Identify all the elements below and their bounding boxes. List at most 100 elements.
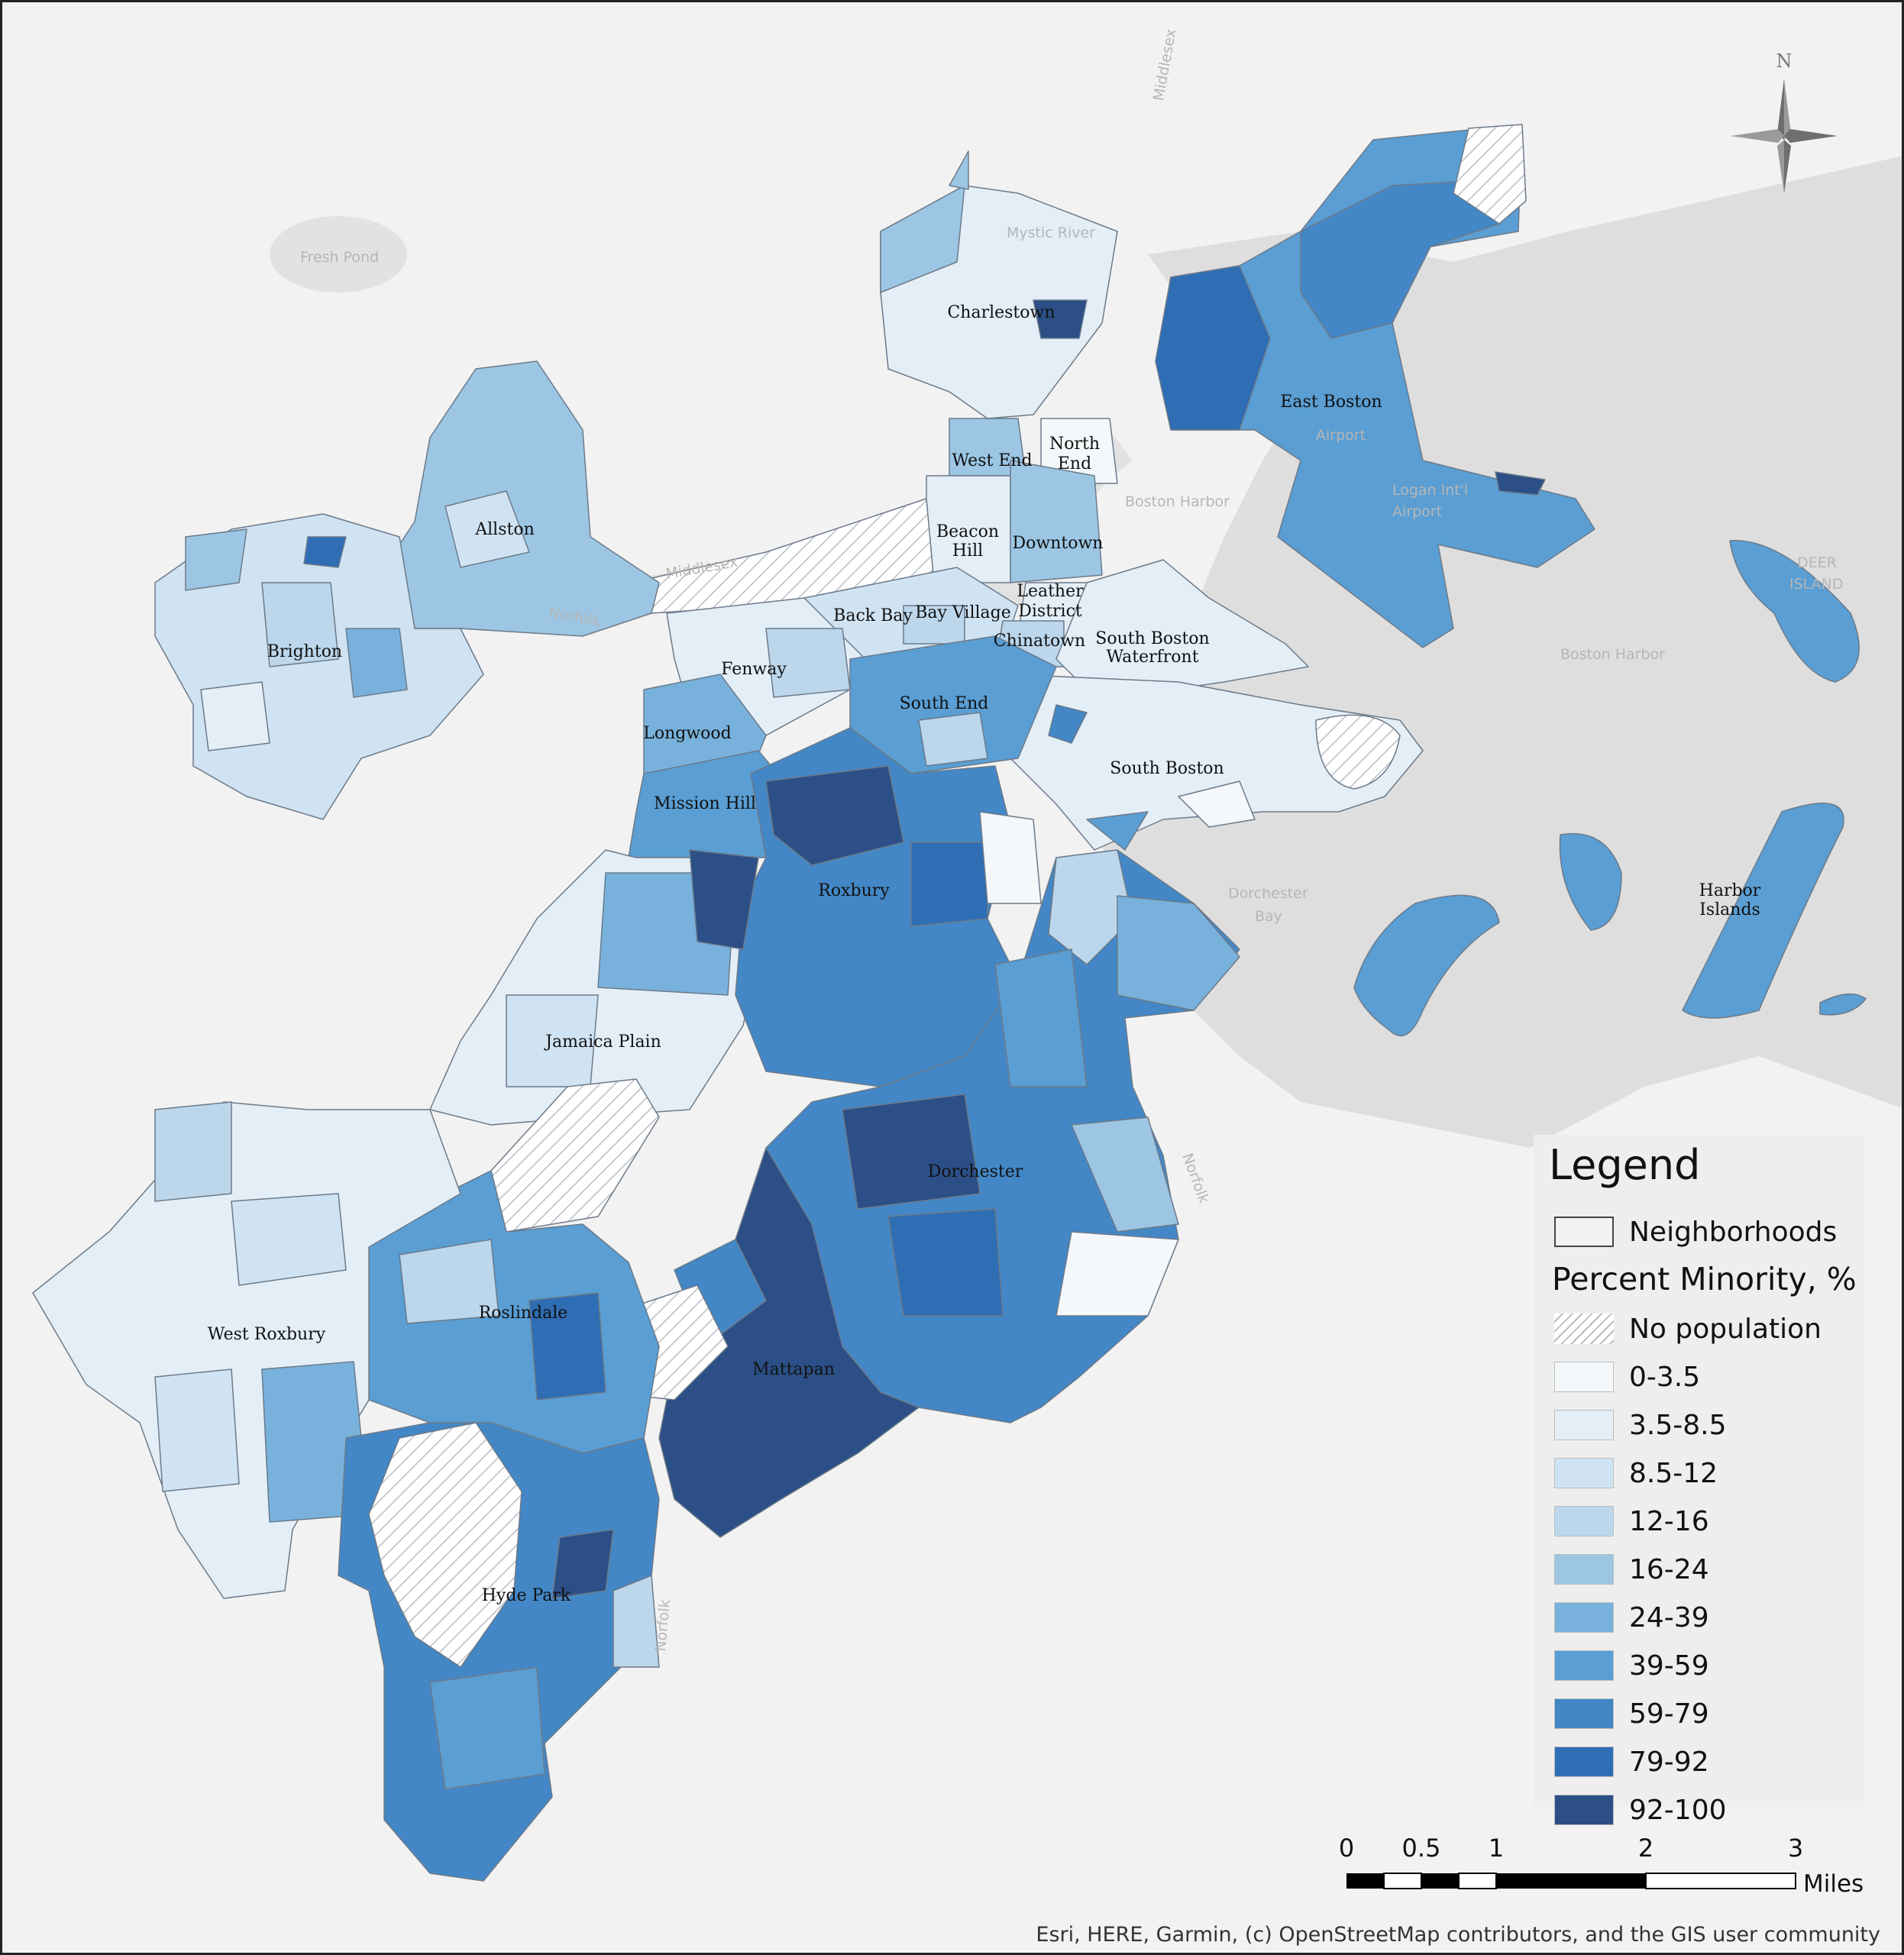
label-harbor-islands-2: Islands [1699,900,1760,919]
basemap-label-dorchester-bay-2: Bay [1255,908,1282,925]
legend-class-label: 79-92 [1629,1746,1709,1778]
tract-dorchester-7 [887,1208,1004,1317]
basemap-label-boston-harbor-2: Boston Harbor [1560,646,1665,663]
label-mission-hill: Mission Hill [654,794,756,813]
legend-no-population-row: No population [1554,1312,1822,1346]
fresh-pond [270,216,407,292]
choropleth [32,124,1867,1882]
legend-class-label: 0-3.5 [1629,1361,1701,1393]
legend-title: Legend [1549,1141,1701,1189]
label-leather-district-1: Leather [1017,582,1084,601]
basemap-label-airport: Airport [1316,427,1366,444]
legend-class-swatch [1554,1458,1614,1488]
north-label: N [1776,50,1792,72]
legend-class-row: 8.5-12 [1554,1456,1718,1490]
legend-neighborhoods-label: Neighborhoods [1629,1216,1838,1248]
basemap-label-deer-island-2: ISLAND [1789,576,1844,593]
label-roxbury: Roxbury [818,881,890,900]
basemap-label-logan: Logan Int'l [1392,482,1468,499]
tract-sbw [1055,559,1309,690]
label-chinatown: Chinatown [994,632,1085,651]
tract-south-boston-4 [1086,811,1149,851]
tract-roslindale-3 [529,1292,606,1401]
label-beacon-hill-2: Hill [952,541,983,561]
tract-brighton-5 [345,628,408,698]
label-south-end: South End [900,694,989,713]
tract-roslindale-2 [399,1239,499,1324]
legend-neighborhoods-row: Neighborhoods [1554,1215,1837,1249]
label-harbor-islands-1: Harbor [1699,881,1761,900]
legend-class-swatch [1554,1795,1614,1825]
legend-class-row: 0-3.5 [1554,1360,1700,1394]
legend-class-row: 79-92 [1554,1745,1709,1779]
neighborhood-labels: Charlestown East Boston West End North E… [208,303,1761,1605]
tract-dorchester-5 [1055,1231,1179,1317]
tract-brighton-3 [303,536,347,568]
scale-label-0: 0 [1338,1834,1355,1863]
tract-dorchester-4 [1071,1116,1179,1233]
label-fenway: Fenway [721,660,787,679]
scale-unit: Miles [1803,1870,1864,1898]
label-south-boston-waterfront-2: Waterfront [1106,648,1198,667]
label-jamaica-plain: Jamaica Plain [544,1032,661,1052]
tract-dorchester-8 [994,948,1088,1087]
basemap-label-norfolk-3: Norfolk [652,1599,674,1653]
scale-label-2: 2 [1637,1834,1654,1863]
tract-hyde-park-3 [613,1575,660,1668]
label-back-bay: Back Bay [833,606,913,625]
legend-class-label: 12-16 [1629,1505,1709,1537]
tract-harbor-island-1 [1559,832,1622,931]
scale-bar-graphic [1346,1873,1796,1889]
tract-brighton-2 [185,528,247,591]
label-north-end-1: North [1049,435,1100,454]
legend-class-label: 16-24 [1629,1553,1709,1585]
label-west-roxbury: West Roxbury [208,1325,326,1344]
legend-class-label: 59-79 [1629,1698,1709,1730]
north-arrow: N [1727,48,1841,201]
tract-roxbury-3 [689,849,759,950]
legend-class-swatch [1554,1362,1614,1392]
tract-charlestown-4 [949,150,969,190]
legend-class-swatch [1554,1747,1614,1777]
tract-west-roxbury-2 [154,1101,232,1202]
basemap-label-fresh-pond: Fresh Pond [300,249,379,266]
label-east-boston: East Boston [1280,393,1382,412]
label-north-end-2: End [1058,454,1091,473]
tract-roxbury-5 [979,811,1042,904]
legend-class-swatch [1554,1698,1614,1729]
tract-south-boston [1010,674,1424,851]
legend-variable-heading: Percent Minority, % [1552,1261,1857,1297]
tract-deer-island [1729,540,1860,683]
tract-airport-hatch [1453,124,1527,225]
label-allston: Allston [474,520,535,539]
scale-label-0-5: 0.5 [1401,1834,1441,1863]
tract-east-boston-3 [1155,265,1271,431]
basemap-labels: Fresh Pond Mystic River Boston Harbor Bo… [300,27,1844,1652]
tract-south-end-2 [918,712,988,767]
label-south-boston: South Boston [1110,759,1224,778]
scale-label-3: 3 [1787,1834,1804,1863]
scale-bar: 0 0.5 1 2 3 Miles [1339,1834,1870,1902]
tract-north-end [1040,418,1118,484]
tract-hyde-park-4 [429,1666,545,1790]
tract-east-boston-2 [1300,177,1523,339]
legend-class-row: 59-79 [1554,1697,1709,1730]
tract-dorchester-2 [1048,849,1133,965]
legend-neighborhoods-swatch [1554,1217,1614,1247]
tract-downtown [1010,460,1103,583]
tract-south-boston-2 [1178,780,1256,828]
label-dorchester: Dorchester [928,1162,1023,1181]
legend-class-label: 39-59 [1629,1650,1709,1682]
tract-castle-island-hatch [1315,714,1401,790]
tract-harbor-island-3 [1353,894,1500,1037]
basemap-label-boston-harbor-1: Boston Harbor [1125,493,1230,510]
basemap-label-dorchester-bay-1: Dorchester [1228,885,1308,902]
tract-charlestown-3 [1033,299,1088,339]
tract-brighton-6 [200,681,270,751]
water-body [1072,156,1902,1148]
label-hyde-park: Hyde Park [482,1586,571,1605]
legend-class-row: 16-24 [1554,1553,1709,1586]
legend-class-label: 3.5-8.5 [1629,1409,1727,1441]
